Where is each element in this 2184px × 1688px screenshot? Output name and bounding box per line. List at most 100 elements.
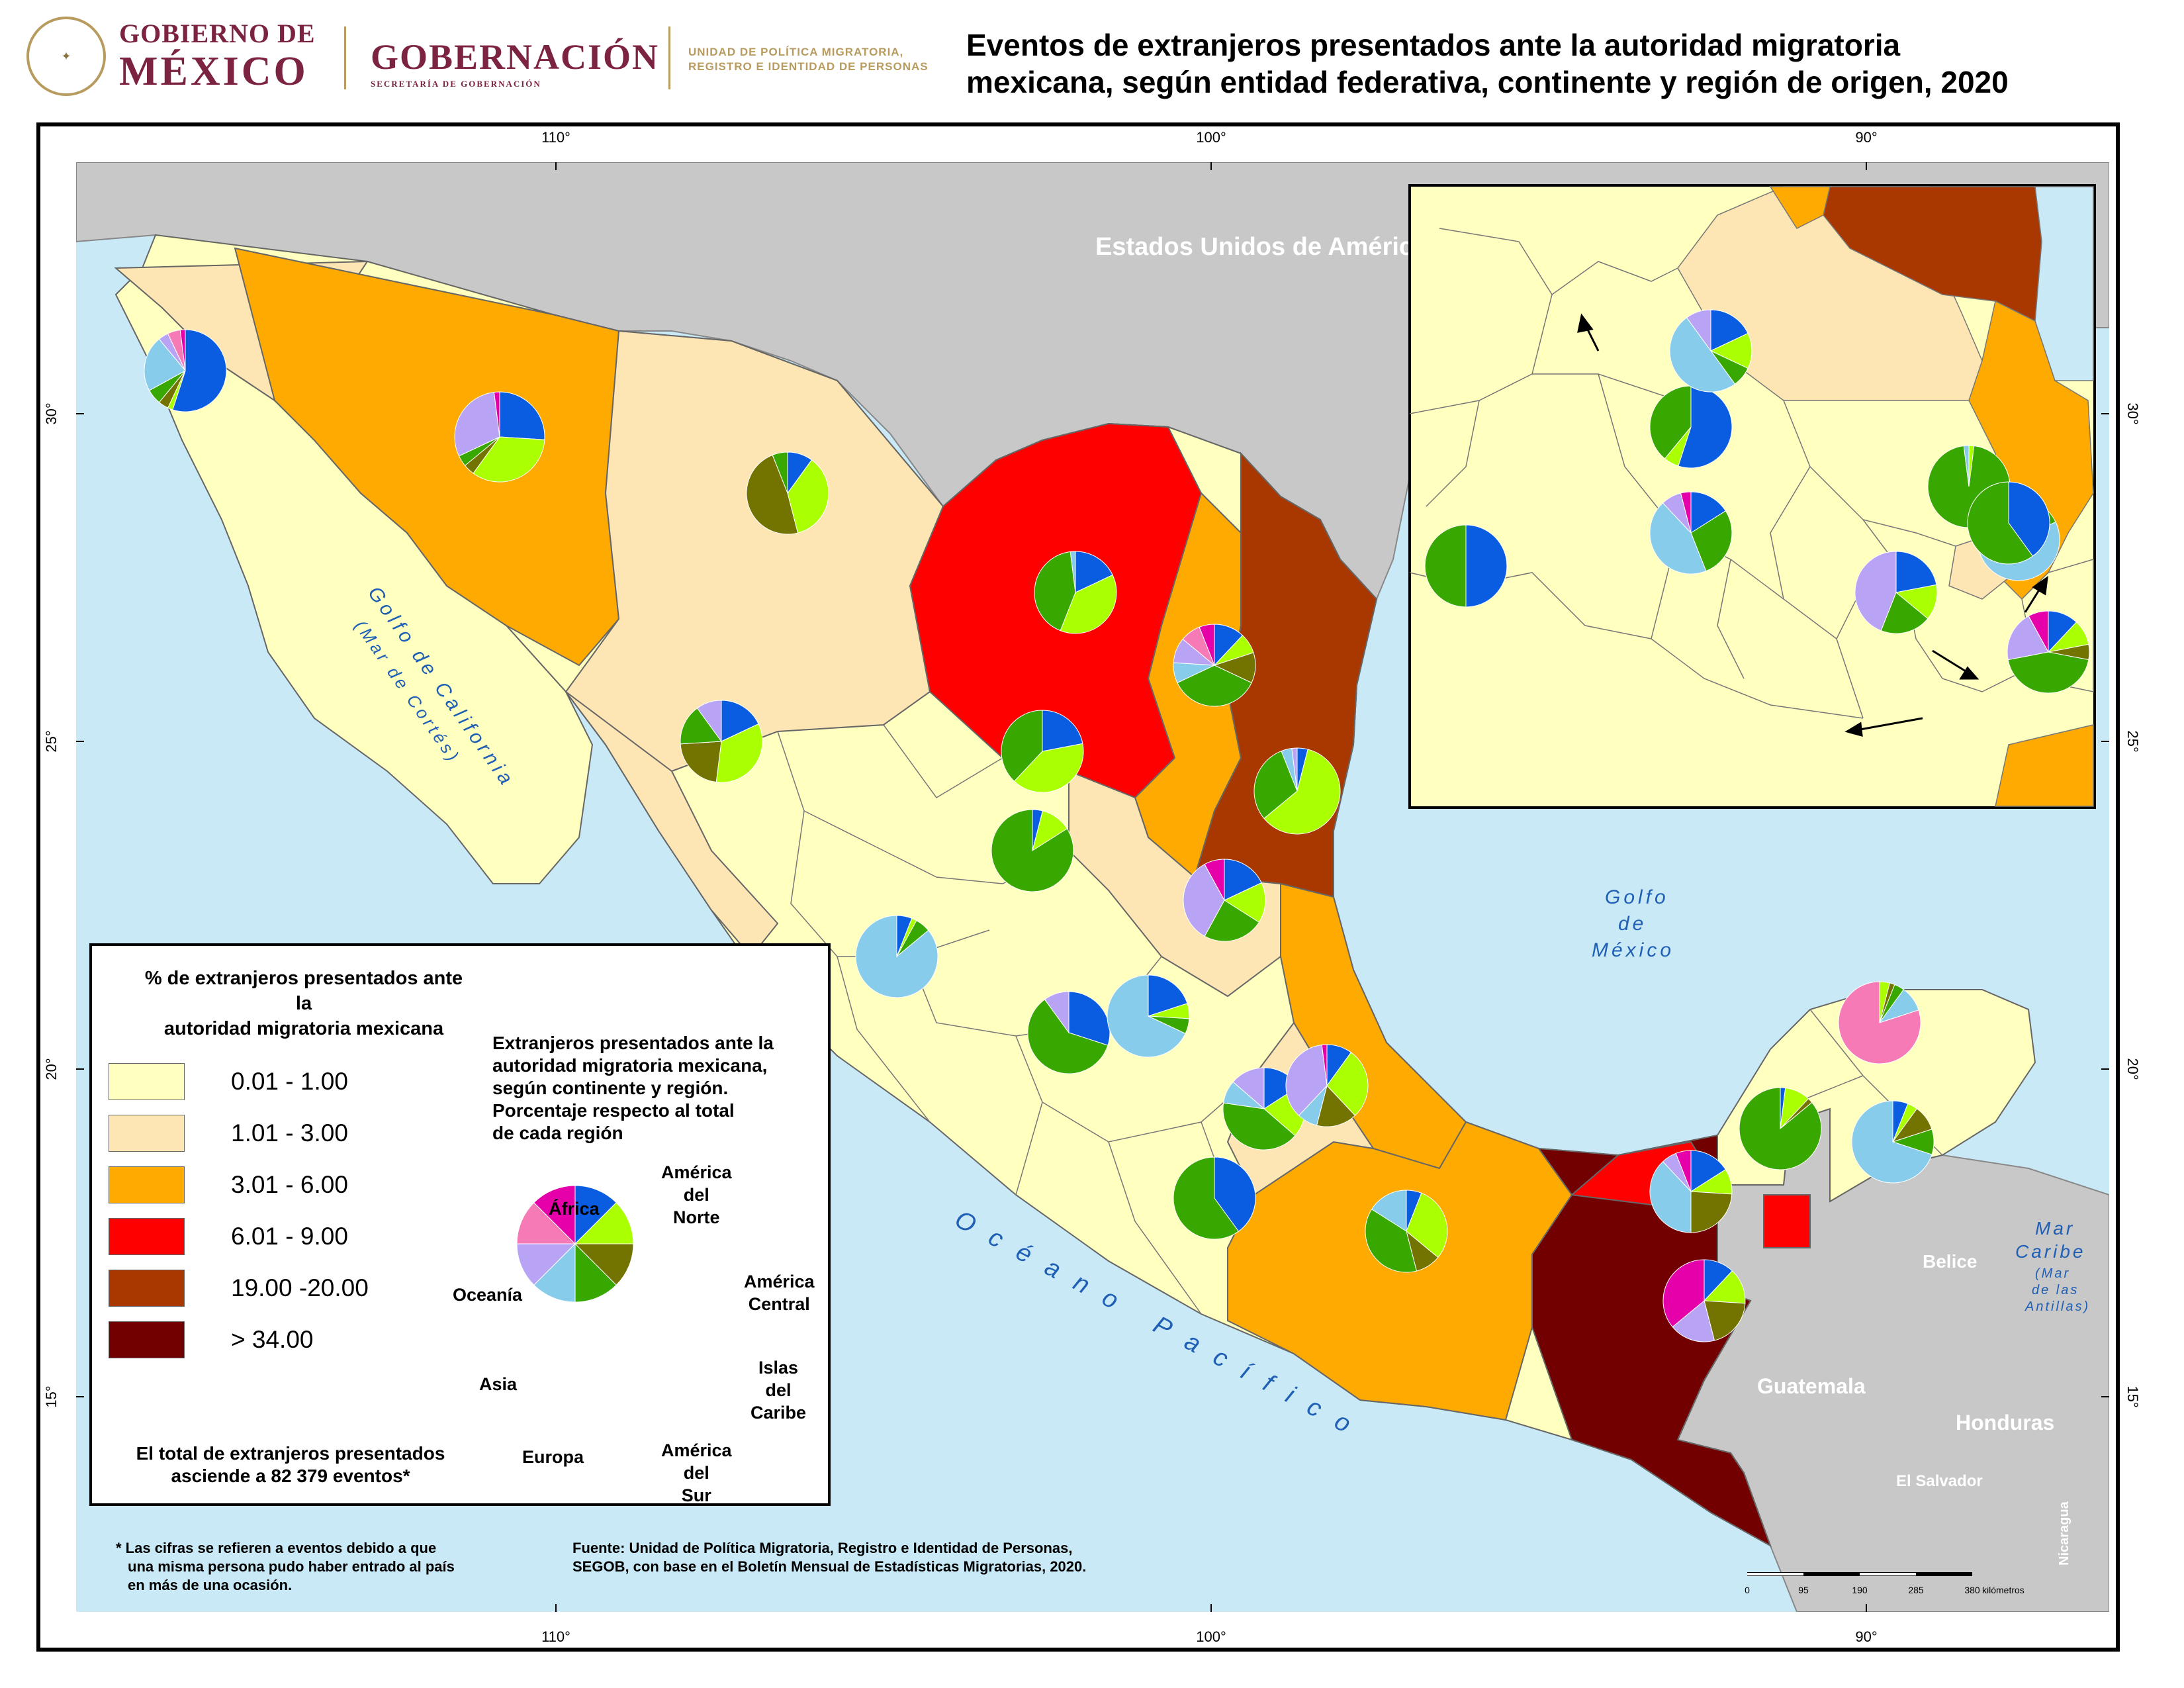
lbl-norte-3: Norte [673,1207,720,1227]
pie-hidalgo-slice-islas_caribe [1316,1084,1356,1127]
legend-title: % de extranjeros presentados ante la aut… [138,966,469,1041]
pie-coahuila-slice-america_norte [1075,551,1113,593]
pie-chiapas-norte-slice-america_norte [1690,1150,1727,1192]
pie-jalisco-slice-america_norte [1068,991,1111,1046]
pie-yucatan-slice-europa [1851,1100,1933,1184]
pie-inset-9 [1967,481,2050,565]
legend-pie-slice-islas_caribe [574,1243,634,1286]
legend-swatch-3 [109,1166,185,1203]
scale-bar-segment [1747,1573,1803,1575]
lbl-sur-2: del [683,1463,709,1483]
ministry-name: GOBERNACIÓN [371,37,660,77]
inset-sea [2034,186,2094,381]
pie-inset-7 [1649,491,1733,575]
pie-hidalgo-slice-america_central [1326,1052,1369,1116]
lbl-caribe-1: Islas [758,1358,799,1378]
scale-tick-3: 285 [1908,1585,1924,1595]
state-chihuahua [565,330,944,773]
pie-chiapas-norte-slice-islas_caribe [1690,1191,1733,1233]
pie-nayarit [855,915,938,998]
pie-sonora [454,391,545,483]
legend-swatch-4 [109,1218,185,1255]
pie-michoacan-slice-america_sur [1173,1156,1240,1240]
pie-durango-slice-america_central [1013,743,1084,793]
caribbean-label-2: Caribe [2015,1241,2085,1262]
usa-label: Estados Unidos de América [1095,233,1428,261]
pie-inset-3-slice-africa [2028,610,2049,653]
legend-pie-slice-africa [533,1185,576,1245]
pie-chiapas-norte-slice-africa [1675,1150,1692,1192]
pie-chihuahua-slice-america_sur [772,451,788,494]
total-events: El total de extranjeros presentados asci… [109,1442,473,1487]
pie-inset-5-slice-america_central [1709,332,1752,369]
lat-tick-right-30: 30° [2124,402,2141,424]
legend-title-line1: % de extranjeros presentados ante la [144,968,463,1014]
pie-title-line5: de cada región [492,1123,623,1143]
pie-inset-5-slice-asia [1686,309,1711,352]
legend-class-1-label: 0.01 - 1.00 [231,1068,348,1095]
legend-class-6: > 34.00 [109,1320,313,1360]
lbl-central-1: América [744,1272,815,1291]
source-note: Fuente: Unidad de Política Migratoria, R… [572,1539,1168,1576]
pie-quintana-roo-norte [1838,981,1921,1064]
pie-inset-2 [1854,551,1938,634]
pie-michoacan [1173,1156,1256,1240]
legend-class-2: 1.01 - 3.00 [109,1113,348,1153]
pie-chiapas-slice-islas_caribe [1704,1300,1746,1341]
legend-class-6-label: > 34.00 [231,1326,314,1353]
legend-swatch-5 [109,1270,185,1307]
pie-durango-slice-america_norte [1042,710,1083,752]
pie-san-luis-potosi-slice-america_central [1223,882,1266,923]
legend-title-line2: autoridad migratoria mexicana [163,1018,444,1039]
pie-sinaloa-slice-america_central [715,723,763,783]
lat-tick-right-20: 20° [2124,1058,2141,1080]
lbl-norte-2: del [683,1185,709,1205]
lbl-sur-3: Sur [681,1485,711,1505]
gulf-mexico-label-1: Golfo [1605,886,1669,908]
pie-oaxaca [1365,1190,1448,1273]
pie-sinaloa-slice-asia [696,700,722,743]
pie-quintana-roo-norte-slice-oceania [1838,981,1921,1064]
pie-coahuila-slice-europa [1069,551,1076,593]
unit-line2: REGISTRO E IDENTIDAD DE PERSONAS [688,60,929,73]
legend-class-3: 3.01 - 6.00 [109,1165,348,1205]
legend-pie-slice-asia [516,1243,576,1286]
pie-chiapas [1662,1259,1746,1342]
state-boundaries [777,724,1943,1315]
caribbean-label-4: de las [2032,1283,2079,1297]
logo-divider-2 [668,26,670,89]
pie-baja-california [144,329,227,412]
national-seal-icon: ✦ [26,17,106,96]
footnote-line1: * Las cifras se refieren a eventos debid… [116,1540,437,1556]
pie-chihuahua [746,451,829,535]
footnote: * Las cifras se refieren a eventos debid… [116,1539,526,1595]
honduras-label: Honduras [1956,1411,2054,1434]
pie-guanajuato [1107,974,1190,1058]
legend-label-africa: África [549,1199,600,1219]
pie-inset-2-slice-america_norte [1895,551,1937,593]
pie-jalisco-slice-asia [1044,991,1069,1034]
legend-class-5: 19.00 -20.00 [109,1268,369,1308]
pie-tabasco-norte [1739,1087,1822,1170]
pie-tamaulipas-slice-america_sur [1253,750,1298,820]
unit-line1: UNIDAD DE POLÍTICA MIGRATORIA, [688,46,904,58]
legend-label-europa: Europa [522,1447,584,1467]
pie-hidalgo [1285,1044,1369,1127]
pie-tamaulipas [1253,747,1341,835]
pie-inset-4-slice-america_sur [1424,524,1467,608]
pie-inset-2-slice-america_central [1895,584,1938,620]
pie-baja-california-slice-africa [179,329,186,371]
ministry-sub: SECRETARÍA DE GOBERNACIÓN [371,79,541,89]
pie-coahuila-slice-america_sur [1034,551,1076,632]
pie-chiapas-slice-asia [1672,1300,1715,1342]
pie-inset-3 [2007,610,2090,694]
pie-title-line3: según continente y región. [492,1078,729,1098]
legend-swatch-6 [109,1321,185,1358]
title-line1: Eventos de extranjeros presentados ante … [966,28,1901,62]
pie-inset-7-slice-america_sur [1690,510,1733,572]
pie-san-luis-potosi [1183,859,1266,942]
lbl-sur-1: América [661,1440,732,1460]
pie-nuevo-leon [1173,624,1256,707]
legend-class-4: 6.01 - 9.00 [109,1217,348,1256]
title-line2: mexicana, según entidad federativa, cont… [966,65,2009,99]
